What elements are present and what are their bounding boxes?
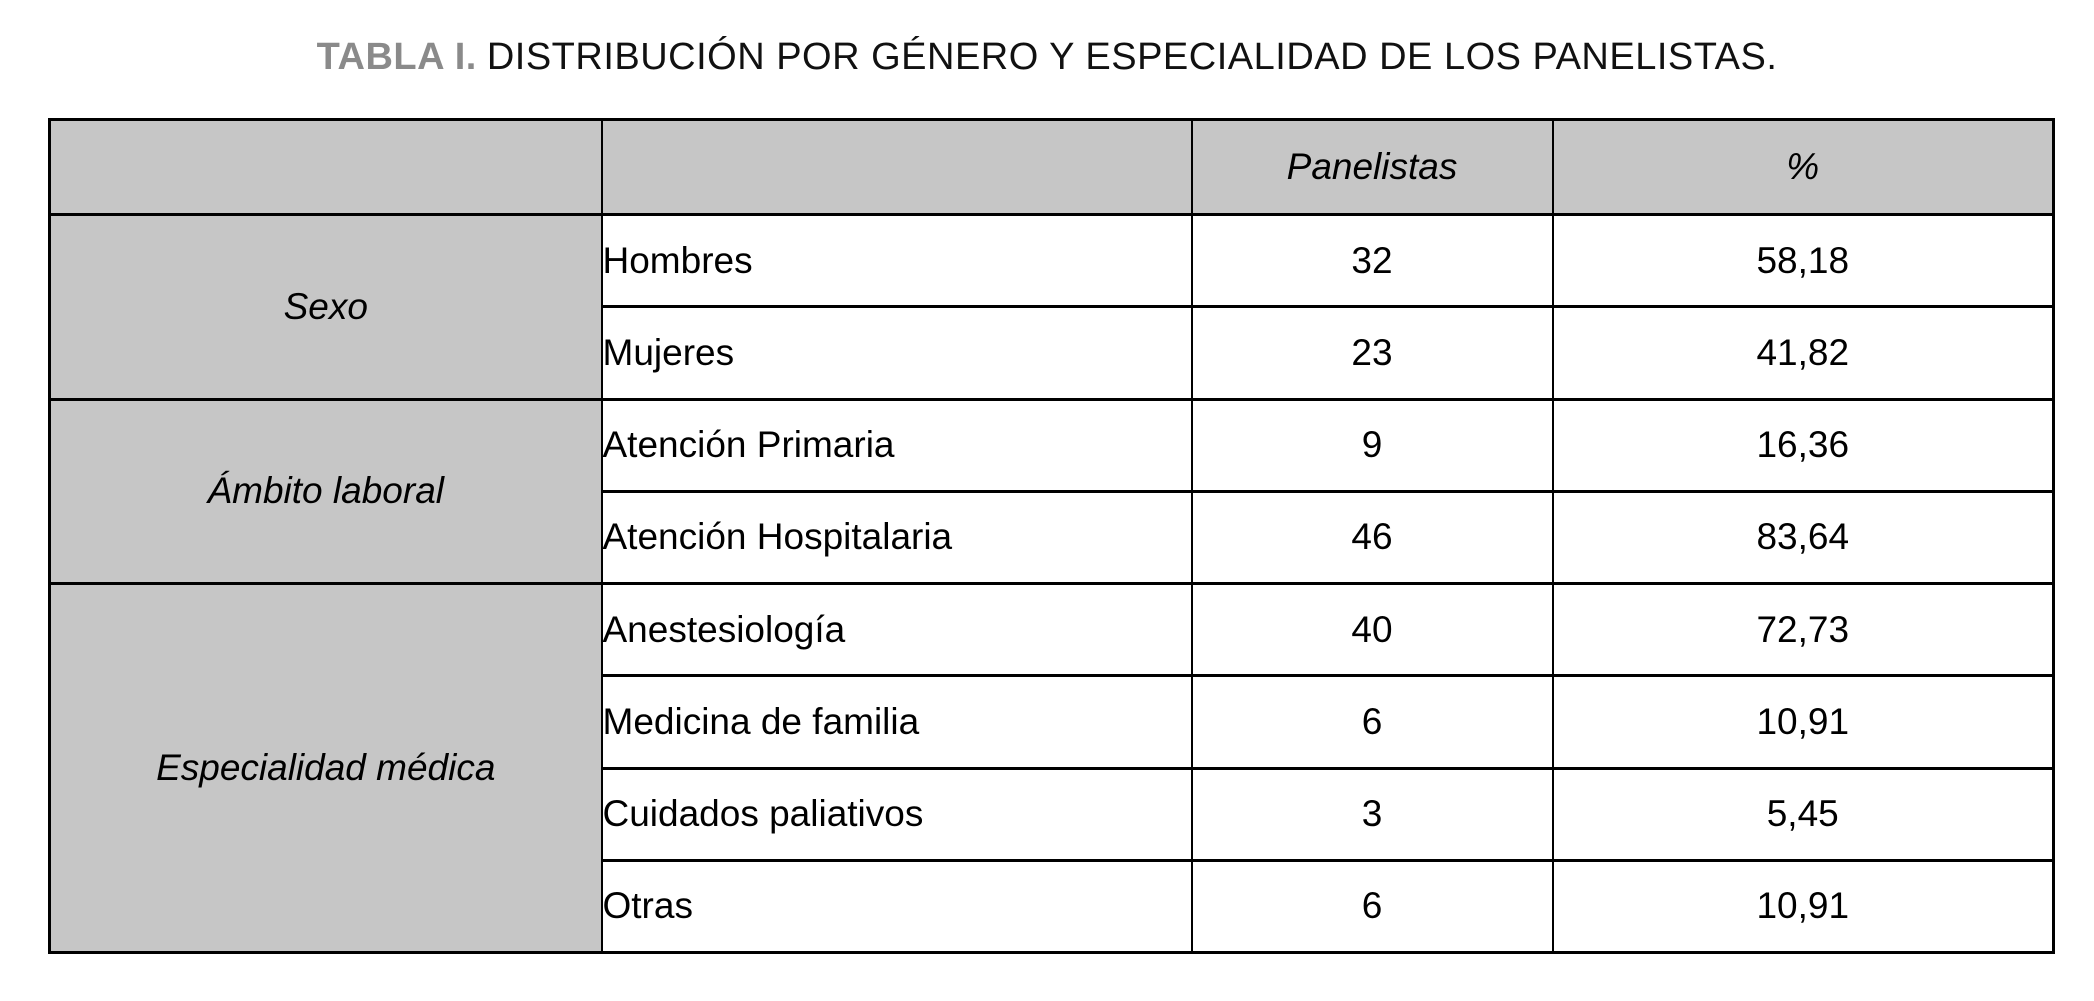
header-cell-panelistas: Panelistas: [1190, 117, 1554, 217]
cell-percent: 10,91: [1551, 858, 2055, 955]
cell-percent: 5,45: [1551, 766, 2055, 862]
table-row-anestesiologia: Especialidad médica Anestesiología 40 72…: [48, 582, 2055, 954]
group-label-especialidad-medica: Especialidad médica: [48, 582, 603, 954]
table-caption-text: DISTRIBUCIÓN POR GÉNERO Y ESPECIALIDAD D…: [486, 36, 1778, 78]
cell-category: Otras: [600, 858, 1193, 955]
header-cell-empty-group: [48, 117, 603, 217]
cell-category: Atención Primaria: [600, 397, 1193, 493]
cell-category: Medicina de familia: [600, 674, 1193, 770]
table-row-atencion-primaria: Ámbito laboral Atención Primaria 9 16,36: [48, 397, 2055, 586]
group-label-ambito-laboral: Ámbito laboral: [48, 397, 603, 586]
table-row-cuidados-paliativos: Cuidados paliativos 3 5,45: [50, 766, 2055, 862]
cell-count: 3: [1190, 766, 1554, 862]
cell-count: 46: [1190, 489, 1554, 586]
table-caption: TABLA I. DISTRIBUCIÓN POR GÉNERO Y ESPECI…: [0, 34, 2094, 80]
cell-category: Atención Hospitalaria: [600, 489, 1193, 586]
cell-category: Hombres: [600, 213, 1193, 309]
table-row-atencion-hospitalaria: Atención Hospitalaria 46 83,64: [50, 489, 2055, 586]
header-cell-percent: %: [1551, 117, 2055, 217]
header-row: Panelistas %: [48, 117, 2055, 217]
cell-category: Mujeres: [600, 305, 1193, 401]
cell-count: 9: [1190, 397, 1554, 493]
cell-category: Anestesiología: [600, 582, 1193, 678]
panelists-table: Panelistas % Sexo Hombres 32 58,18 Mujer…: [48, 117, 2055, 955]
cell-percent: 10,91: [1551, 674, 2055, 770]
cell-count: 6: [1190, 674, 1554, 770]
cell-percent: 83,64: [1551, 489, 2055, 586]
cell-count: 6: [1190, 858, 1554, 955]
header-cell-empty-category: [600, 117, 1193, 217]
cell-count: 23: [1190, 305, 1554, 401]
cell-percent: 58,18: [1551, 213, 2055, 309]
group-label-sexo: Sexo: [48, 213, 603, 401]
table-caption-label: TABLA I.: [316, 36, 477, 78]
cell-percent: 72,73: [1551, 582, 2055, 678]
table-row-hombres: Sexo Hombres 32 58,18: [48, 213, 2055, 401]
table-row-mujeres: Mujeres 23 41,82: [50, 305, 2055, 401]
table-row-medicina-de-familia: Medicina de familia 6 10,91: [50, 674, 2055, 770]
cell-percent: 41,82: [1551, 305, 2055, 401]
cell-count: 40: [1190, 582, 1554, 678]
cell-category: Cuidados paliativos: [600, 766, 1193, 862]
table-row-otras: Otras 6 10,91: [50, 858, 2055, 955]
cell-percent: 16,36: [1551, 397, 2055, 493]
cell-count: 32: [1190, 213, 1554, 309]
